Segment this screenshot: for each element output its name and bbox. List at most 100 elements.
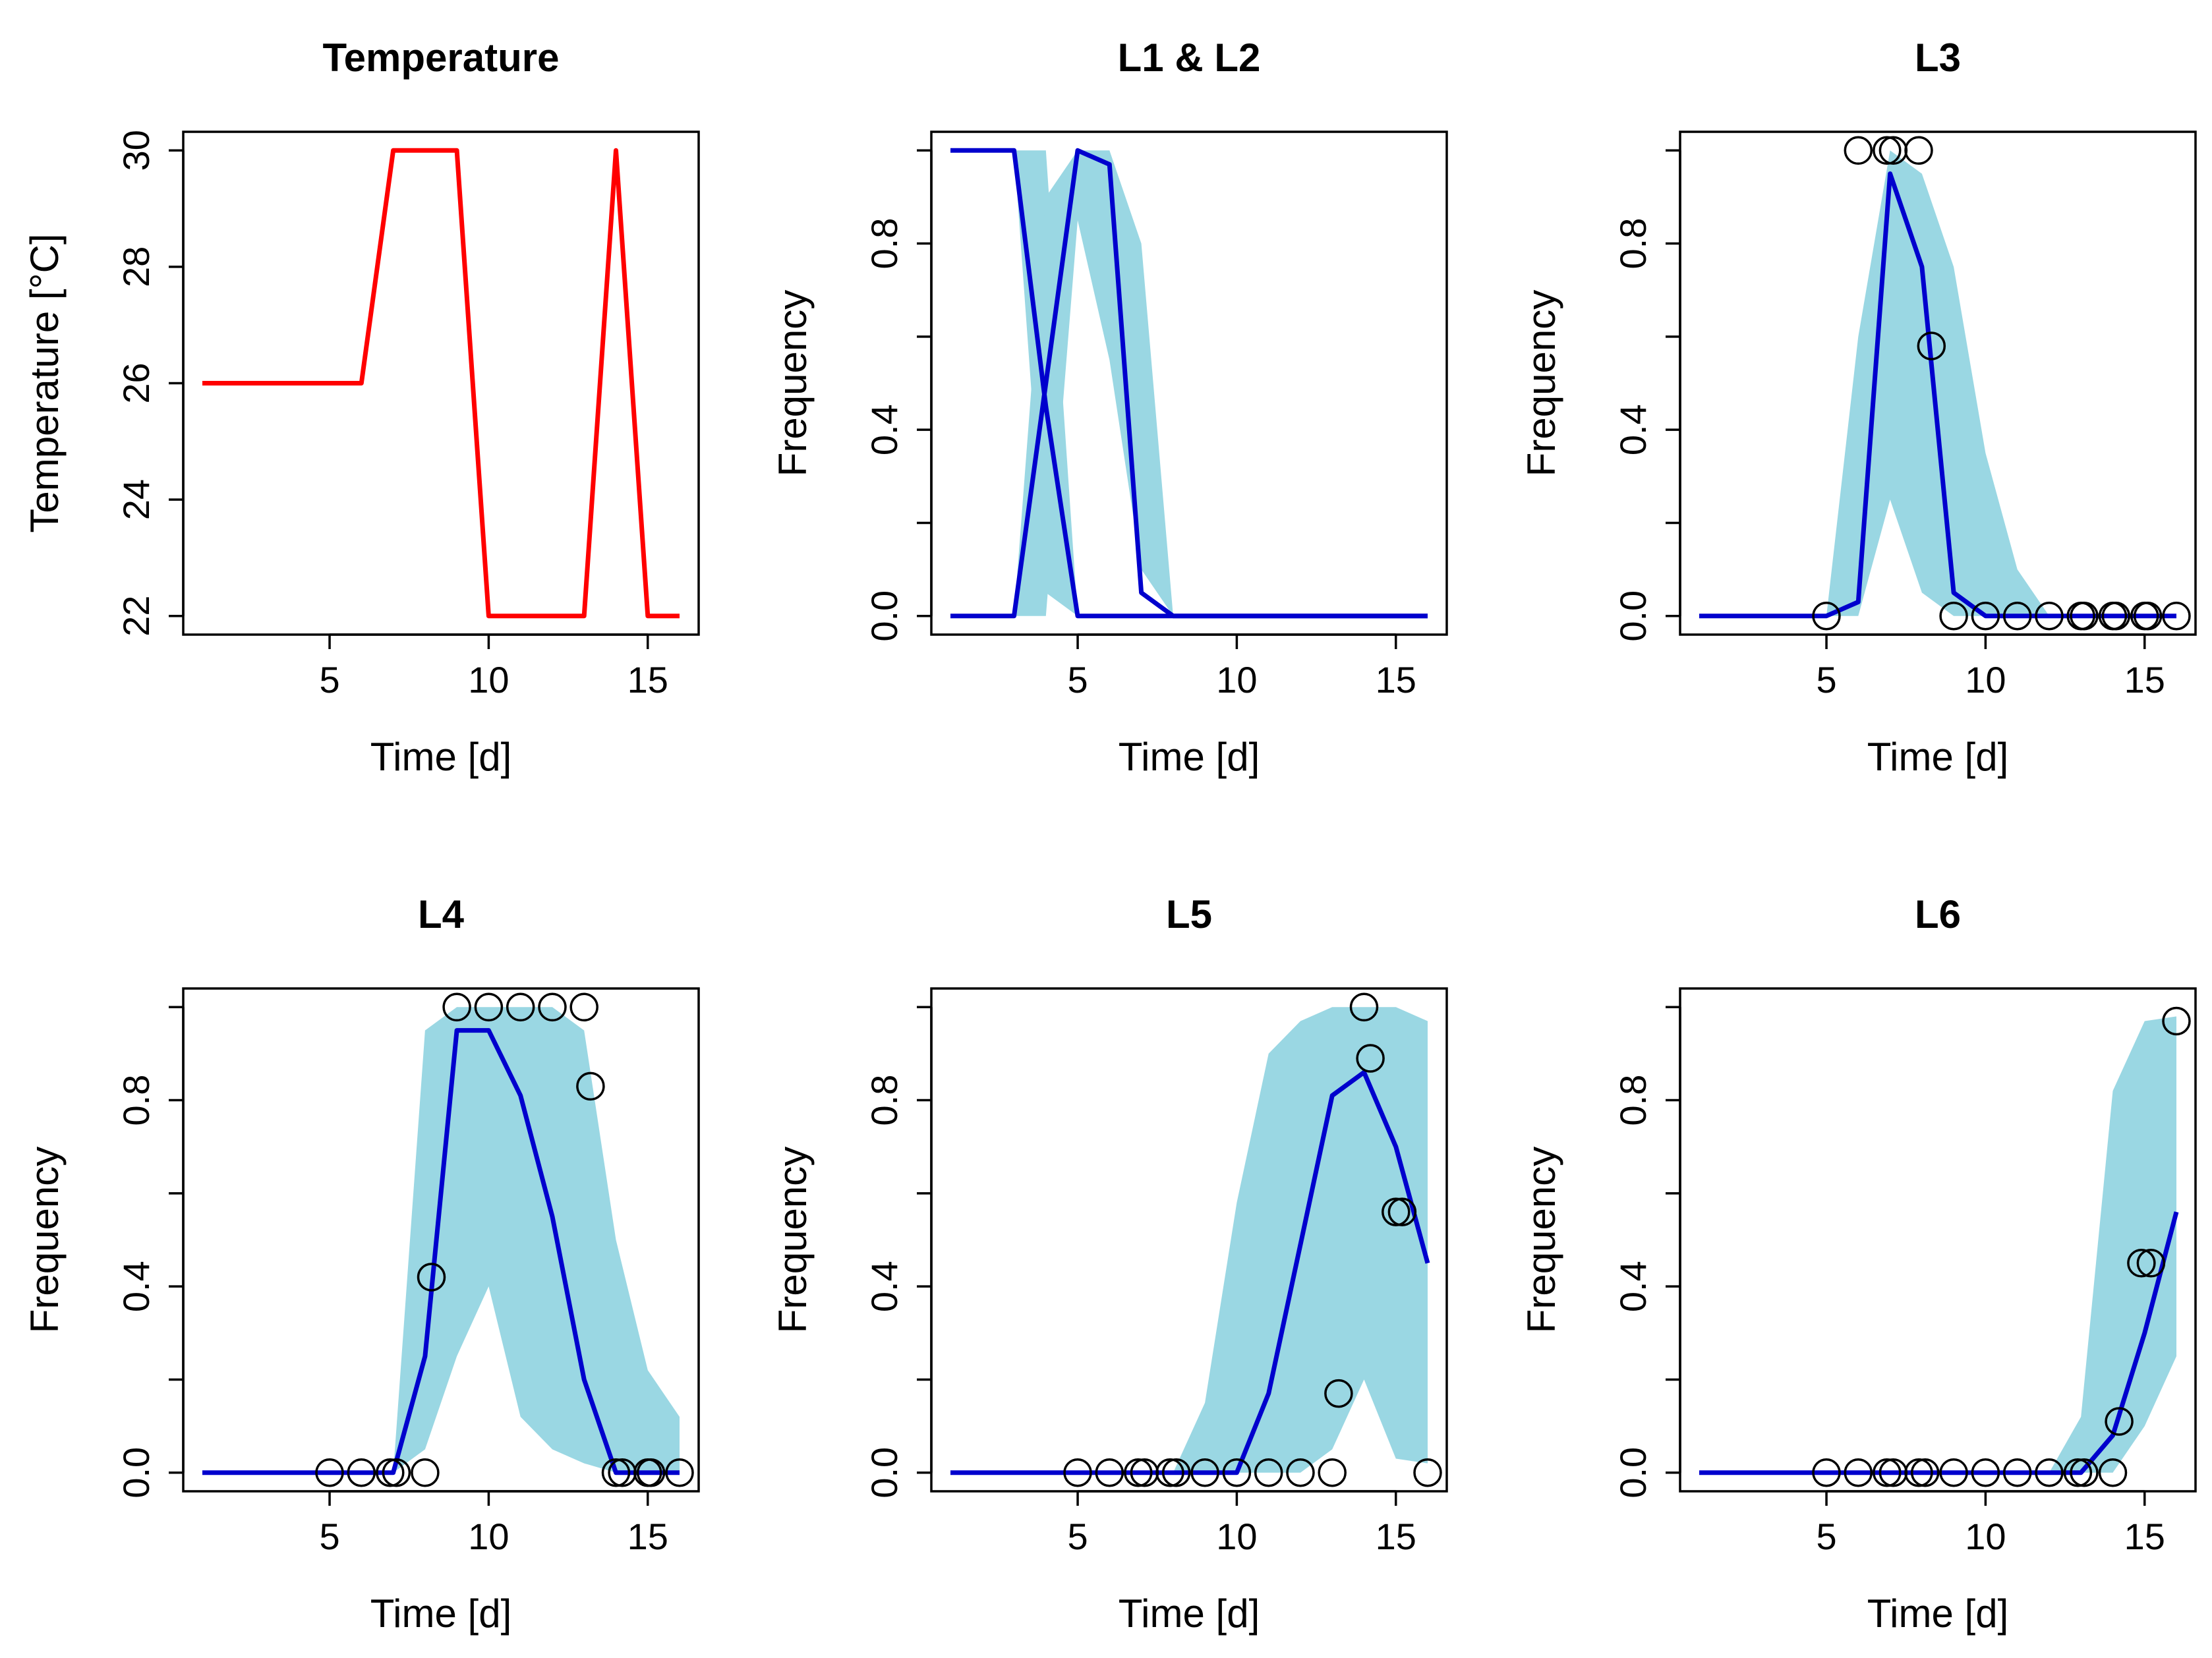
data-point [2162, 601, 2191, 631]
x-tick-label: 10 [1965, 1516, 2006, 1557]
x-axis-label: Time [d] [1867, 735, 2008, 779]
y-tick-label: 0.0 [1612, 590, 1654, 642]
panel-l1-l2: 5 10 15 0.0 0.4 0.8 L1 & L2 Time [d] Frequency [771, 36, 1448, 779]
y-tick-label: 30 [115, 130, 157, 171]
data-point [382, 1458, 411, 1487]
data-point [2133, 601, 2163, 631]
data-point [538, 992, 567, 1022]
y-tick-label: 0.0 [115, 1447, 157, 1499]
x-axis-label: Time [d] [1119, 1591, 1260, 1636]
plot-frame [930, 130, 1448, 636]
y-axis-label: Frequency [771, 290, 815, 476]
data-point [2070, 1458, 2099, 1487]
y-tick-label: 0.4 [115, 1261, 157, 1312]
data-point [411, 1458, 440, 1487]
y-tick-label: 24 [115, 479, 157, 520]
y-axis-label: Frequency [1519, 290, 1563, 476]
y-tick-label: 0.0 [1612, 1447, 1654, 1499]
y-axis-label: Temperature [°C] [22, 233, 67, 532]
y-axis-label: Frequency [771, 1147, 815, 1333]
data-point [1190, 1458, 1219, 1487]
y-tick-label: 0.8 [1612, 218, 1654, 270]
data-point [2070, 601, 2099, 631]
data-point [2127, 1249, 2156, 1278]
data-point [1387, 1197, 1417, 1226]
x-tick-label: 10 [468, 659, 509, 700]
y-tick-label: 22 [115, 596, 157, 637]
y-tick-label: 28 [115, 246, 157, 287]
data-point [1939, 601, 1968, 631]
x-tick-label: 5 [1816, 1516, 1836, 1557]
y-tick-label: 0.4 [863, 1261, 905, 1312]
data-point [2098, 1458, 2128, 1487]
x-tick-label: 15 [1376, 1516, 1416, 1557]
data-point [2136, 1249, 2166, 1278]
data-point [1971, 1458, 2000, 1487]
panel-temperature: 5 10 15 22 24 26 28 30 Temperature Time [d] Temper… [22, 36, 700, 779]
data-point [506, 992, 535, 1022]
x-tick-label: 15 [1376, 659, 1416, 700]
x-tick-label: 5 [1816, 659, 1836, 700]
data-point [2105, 1407, 2134, 1436]
x-tick-label: 15 [2124, 1516, 2165, 1557]
data-point [2035, 601, 2064, 631]
data-point [2002, 601, 2032, 631]
x-axis-label: Time [d] [370, 735, 511, 779]
band-l6-1 [2049, 1016, 2176, 1473]
y-tick-label: 26 [115, 362, 157, 403]
x-axis-label: Time [d] [1119, 735, 1260, 779]
band-l4-1 [393, 1007, 680, 1473]
data-point [1971, 601, 2000, 631]
x-tick-label: 10 [1216, 1516, 1257, 1557]
data-point [2162, 1006, 2191, 1036]
data-point [1873, 136, 1902, 165]
panel-l3: 5 10 15 0.0 0.4 0.8 L3 Time [d] Frequency [1519, 36, 2197, 779]
line-l3-model [1699, 171, 2176, 619]
data-point [1812, 1458, 1841, 1487]
x-tick-label: 10 [1216, 659, 1257, 700]
y-axis-label: Frequency [22, 1147, 67, 1333]
x-tick-label: 5 [1067, 659, 1088, 700]
chart-title: L4 [418, 892, 465, 936]
data-point [576, 1072, 605, 1101]
data-point [2035, 1458, 2064, 1487]
data-point [569, 992, 598, 1022]
x-tick-label: 10 [1965, 659, 2006, 700]
line-l6-model [1699, 1211, 2179, 1475]
chart-title: L1 & L2 [1118, 36, 1261, 80]
y-tick-label: 0.8 [863, 218, 905, 270]
data-point [665, 1458, 694, 1487]
data-point [376, 1458, 405, 1487]
line-temperature-temperature [202, 148, 680, 619]
data-point [601, 1458, 631, 1487]
data-point [2002, 1458, 2032, 1487]
y-tick-label: 0.4 [1612, 404, 1654, 455]
data-point [347, 1458, 376, 1487]
y-tick-label: 0.0 [863, 590, 905, 642]
chart-title: L3 [1915, 36, 1961, 80]
line-l4-model [202, 1028, 680, 1475]
x-tick-label: 15 [627, 1516, 668, 1557]
data-point [1844, 136, 1873, 165]
y-tick-label: 0.4 [863, 404, 905, 455]
data-point [1917, 331, 1946, 360]
data-point [1286, 1458, 1315, 1487]
x-tick-label: 5 [1067, 1516, 1088, 1557]
y-tick-label: 0.0 [863, 1447, 905, 1499]
data-point [1844, 1458, 1873, 1487]
data-point [1910, 1458, 1940, 1487]
data-point [1413, 1458, 1442, 1487]
line-l1-l2-l2 [950, 148, 1428, 619]
data-point [1161, 1458, 1191, 1487]
data-point [1063, 1458, 1092, 1487]
y-tick-label: 0.8 [115, 1075, 157, 1126]
chart-title: Temperature [322, 36, 559, 80]
data-point [442, 992, 471, 1022]
x-tick-label: 5 [319, 1516, 339, 1557]
data-point [1904, 1458, 1933, 1487]
x-axis-label: Time [d] [1867, 1591, 2008, 1636]
y-tick-label: 0.8 [1612, 1075, 1654, 1126]
data-point [1382, 1197, 1411, 1226]
data-point [1939, 1458, 1968, 1487]
y-tick-label: 0.8 [863, 1075, 905, 1126]
